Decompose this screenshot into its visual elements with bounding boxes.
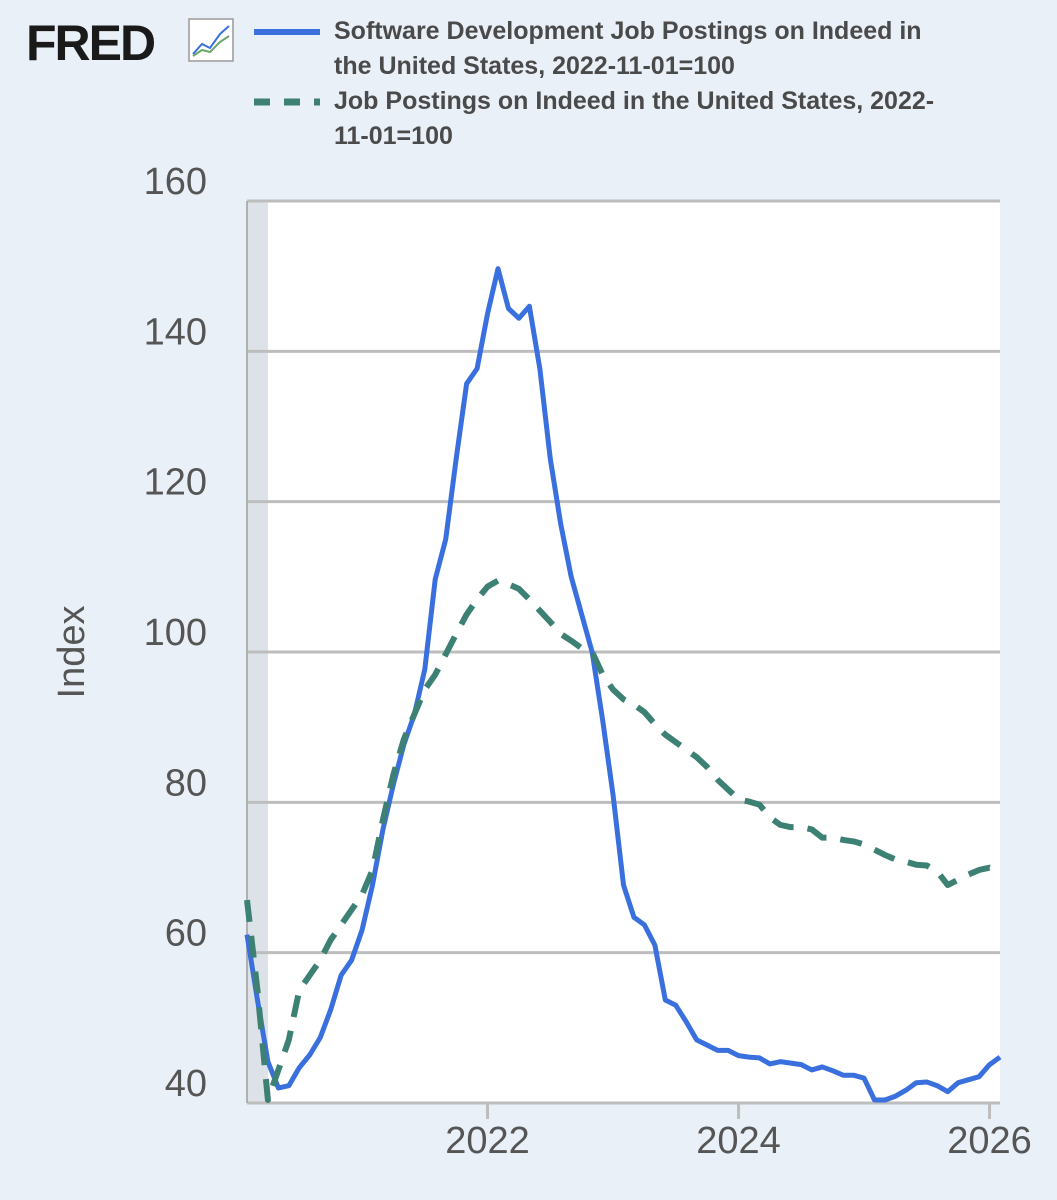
logo-icon xyxy=(188,18,234,62)
y-tick-label: 60 xyxy=(165,913,207,955)
legend: Software Development Job Postings on Ind… xyxy=(250,14,970,154)
y-tick-label: 40 xyxy=(165,1063,207,1105)
y-tick-label: 120 xyxy=(144,462,207,504)
y-axis-title: Index xyxy=(51,606,93,699)
legend-label: Software Development Job Postings on Ind… xyxy=(334,17,922,80)
logo: FRED xyxy=(26,15,156,71)
legend-swatch xyxy=(254,98,320,106)
y-tick-label: 80 xyxy=(165,762,207,804)
x-tick-label: 2022 xyxy=(445,1120,530,1162)
legend-swatch xyxy=(254,29,320,35)
y-tick-label: 160 xyxy=(144,161,207,203)
x-tick-label: 2024 xyxy=(696,1120,781,1162)
series-line xyxy=(244,577,1002,1103)
legend-item: Software Development Job Postings on Ind… xyxy=(250,14,970,84)
legend-label: Job Postings on Indeed in the United Sta… xyxy=(334,87,935,150)
series-line xyxy=(244,266,1002,1103)
y-tick-label: 100 xyxy=(144,612,207,654)
legend-item: Job Postings on Indeed in the United Sta… xyxy=(250,84,970,154)
y-tick-label: 140 xyxy=(144,311,207,353)
x-tick-label: 2026 xyxy=(947,1120,1032,1162)
